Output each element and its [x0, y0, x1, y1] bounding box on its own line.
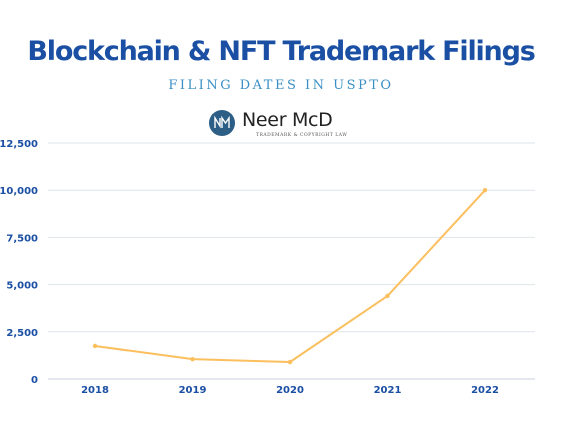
data-point [92, 343, 98, 349]
series-line [94, 189, 486, 364]
y-tick-label: 12,500 [0, 139, 38, 150]
data-point [385, 293, 390, 299]
grid-lines [48, 142, 535, 380]
logo-mark-icon [209, 110, 235, 136]
x-tick-label: 2020 [276, 385, 304, 396]
logo-monogram-icon [214, 115, 230, 129]
x-axis-tick-labels: 2018 2019 2020 2021 2022 [81, 385, 499, 396]
y-tick-label: 0 [31, 375, 38, 386]
data-point [482, 188, 488, 193]
y-axis-tick-labels: 0 2,500 5,000 7,500 10,000 12,500 [0, 139, 38, 386]
x-tick-label: 2018 [81, 385, 109, 396]
y-tick-label: 7,500 [6, 233, 38, 244]
chart-title: Blockchain & NFT Trademark Filings [27, 36, 535, 67]
chart-subtitle: FILING DATES IN USPTO [168, 78, 394, 93]
company-logo: Neer McD Trademark & Copyright Law [209, 109, 369, 141]
y-tick-label: 10,000 [0, 186, 38, 197]
logo-tagline: Trademark & Copyright Law [256, 133, 348, 138]
y-tick-label: 5,000 [6, 281, 38, 292]
x-tick-label: 2021 [374, 385, 402, 396]
y-tick-label: 2,500 [6, 328, 38, 339]
x-tick-label: 2019 [179, 385, 207, 396]
x-tick-label: 2022 [471, 385, 499, 396]
data-point [190, 356, 195, 362]
data-point [287, 359, 293, 365]
series-layer [92, 188, 488, 365]
logo-name: Neer McD [242, 109, 333, 131]
